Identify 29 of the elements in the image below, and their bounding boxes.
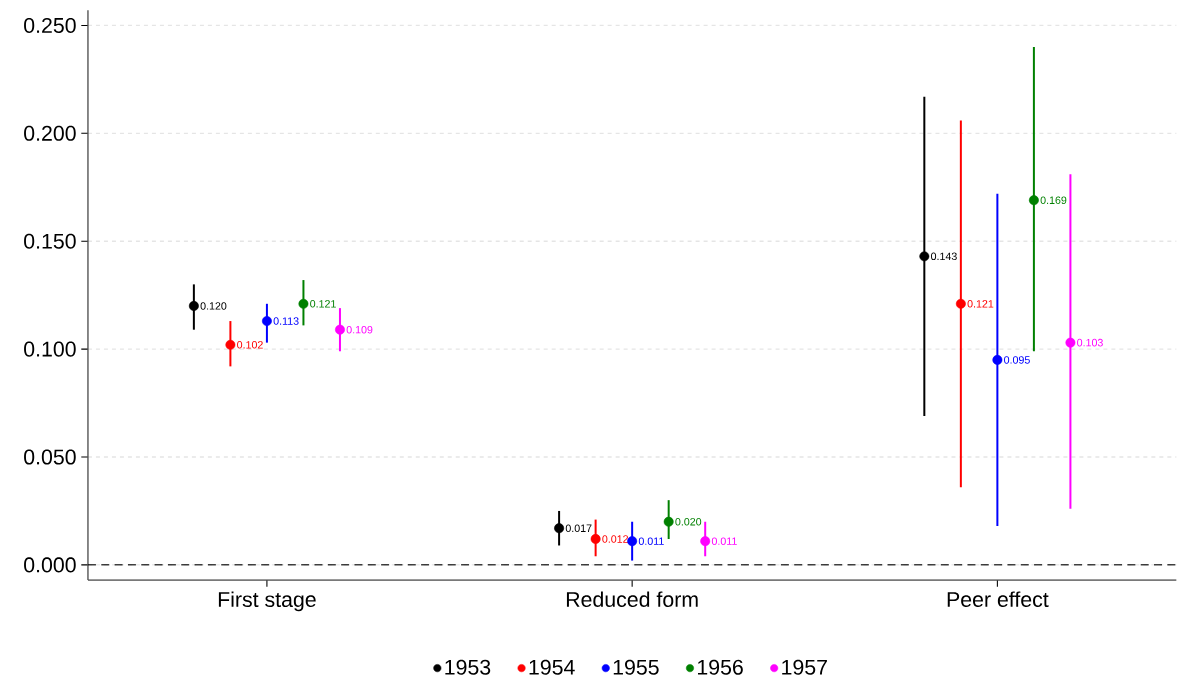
data-label: 0.113 xyxy=(273,317,299,326)
legend-label: 1956 xyxy=(698,659,743,675)
y-tick-label: 0.200 xyxy=(24,125,76,142)
y-tick-label: 0.250 xyxy=(24,18,76,34)
data-label: 0.109 xyxy=(346,326,373,334)
x-tick-label: Reduced form xyxy=(566,591,698,608)
legend-label: 1954 xyxy=(529,659,575,675)
data-label: 0.020 xyxy=(675,518,702,526)
data-label: 0.121 xyxy=(967,300,994,308)
legend-label: 1953 xyxy=(445,659,491,675)
data-label: 0.169 xyxy=(1040,196,1067,205)
y-tick-label: 0.050 xyxy=(24,449,76,465)
data-label: 0.012 xyxy=(602,535,629,543)
data-label: 0.095 xyxy=(1004,356,1030,364)
data-label: 0.011 xyxy=(638,537,664,546)
data-label: 0.017 xyxy=(565,524,592,533)
data-label: 0.011 xyxy=(711,537,737,546)
data-label: 0.121 xyxy=(310,300,336,308)
data-label: 0.143 xyxy=(931,252,957,261)
y-tick-label: 0.100 xyxy=(24,341,76,357)
legend-label: 1955 xyxy=(613,659,659,675)
y-tick-label: 0.150 xyxy=(24,233,76,249)
data-label: 0.102 xyxy=(237,341,263,349)
x-tick-label: Peer effect xyxy=(947,591,1049,608)
data-label: 0.120 xyxy=(200,302,227,310)
data-label: 0.103 xyxy=(1077,339,1103,347)
legend-label: 1957 xyxy=(782,659,827,675)
x-tick-label: First stage xyxy=(218,591,316,612)
y-tick-label: 0.000 xyxy=(24,557,76,573)
